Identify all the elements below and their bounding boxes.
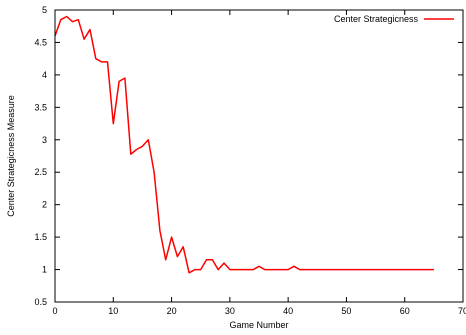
plot-frame [54, 9, 464, 303]
y-tick-label: 3.5 [34, 102, 47, 112]
y-tick-label: 2 [42, 200, 47, 210]
y-tick-label: 5 [42, 5, 47, 15]
y-axis-title: Center Strategicness Measure [6, 95, 16, 217]
x-axis-title: Game Number [229, 320, 288, 330]
x-tick-label: 50 [341, 306, 351, 316]
x-tick-label: 20 [167, 306, 177, 316]
legend-label: Center Strategicness [334, 14, 419, 24]
x-tick-label: 30 [225, 306, 235, 316]
x-tick-label: 0 [52, 306, 57, 316]
series-layer [54, 15, 434, 274]
y-tick-label: 2.5 [34, 167, 47, 177]
y-tick-label: 4 [42, 70, 47, 80]
series-line-center-strategicness [54, 15, 434, 274]
x-tick-label: 10 [108, 306, 118, 316]
ticks-layer: 0 10 20 30 40 50 60 70 0.5 1 1.5 2 2.5 3 3.5 4 4.5 5 [34, 5, 466, 316]
y-tick-label: 3 [42, 135, 47, 145]
legend: Center Strategicness [334, 14, 454, 24]
y-tick-label: 0.5 [34, 297, 47, 307]
y-tick-label: 1.5 [34, 232, 47, 242]
x-tick-label: 60 [400, 306, 410, 316]
y-tick-label: 1 [42, 265, 47, 275]
x-tick-label: 70 [458, 306, 466, 316]
x-tick-label: 40 [283, 306, 293, 316]
y-tick-label: 4.5 [34, 37, 47, 47]
